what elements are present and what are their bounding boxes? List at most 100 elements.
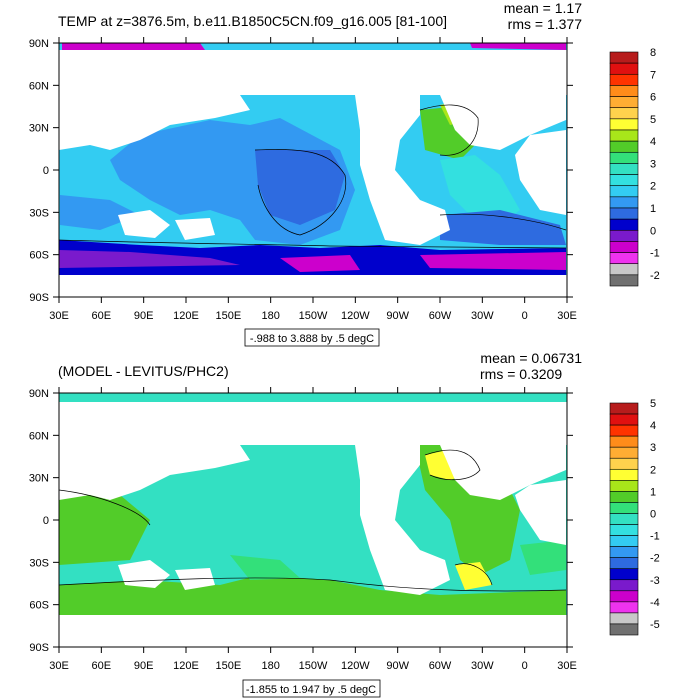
bottom-lon-label: 90W xyxy=(386,660,409,672)
top-rms-label: rms = 1.377 xyxy=(508,16,583,32)
top-colorbar-swatch xyxy=(609,51,639,64)
top-contour-southern xyxy=(59,239,567,249)
top-land-australia-west xyxy=(118,210,170,238)
bottom-colorbar-label: -3 xyxy=(650,575,660,587)
top-lon-label: 150W xyxy=(299,310,328,322)
bottom-lat-label: 90N xyxy=(29,388,49,400)
top-lon-label: 120E xyxy=(173,310,199,322)
top-colorbar-swatch xyxy=(609,274,639,287)
bottom-lon-label: 120W xyxy=(341,660,370,672)
top-arctic-east xyxy=(470,43,566,50)
bottom-colorbar-label: 3 xyxy=(650,442,656,454)
top-lon-label: 90E xyxy=(134,310,154,322)
top-colorbar-swatch xyxy=(609,174,639,187)
bottom-colorbar-swatch xyxy=(609,513,639,525)
top-lon-label: 30E xyxy=(49,310,69,322)
top-colorbar-swatch xyxy=(609,163,639,175)
bottom-south-pacific-warm xyxy=(230,555,300,580)
bottom-colorbar-label: -2 xyxy=(650,553,660,565)
bottom-lon-label: 90E xyxy=(134,660,154,672)
top-colorbar-swatch xyxy=(609,118,639,131)
bottom-colorbar-swatch xyxy=(609,480,639,492)
bottom-land-north-mask xyxy=(59,402,567,445)
top-lon-label: 30E xyxy=(557,310,577,322)
bottom-colorbar-swatch xyxy=(609,546,639,558)
top-panel-title: TEMP at z=3876.5m, b.e11.B1850C5CN.f09_g… xyxy=(58,13,447,29)
bottom-rms-label: rms = 0.3209 xyxy=(480,366,562,382)
top-lon-label: 180 xyxy=(261,310,279,322)
top-contour-atlantic-north xyxy=(419,104,479,156)
top-panel: TEMP at z=3876.5m, b.e11.B1850C5CN.f09_g… xyxy=(29,0,660,347)
bottom-colorbar-swatch xyxy=(609,557,639,570)
bottom-lon-label: 30W xyxy=(471,660,494,672)
top-land-eurasia xyxy=(59,95,250,150)
top-colorbar-swatch xyxy=(609,196,639,209)
top-colorbar-swatch xyxy=(609,85,639,97)
top-colorbar-swatch xyxy=(609,241,639,253)
top-pacific-deep-region xyxy=(255,150,345,225)
top-colorbar-swatch xyxy=(609,218,639,231)
bottom-colorbar-swatch xyxy=(609,568,639,581)
top-ocean-field xyxy=(59,43,567,297)
top-lat-label: 60N xyxy=(29,80,49,92)
top-lat-label: 30S xyxy=(29,207,49,219)
top-colorbar-label: 6 xyxy=(650,92,656,104)
bottom-lon-label: 30E xyxy=(49,660,69,672)
bottom-colorbar-swatch xyxy=(609,524,639,536)
bottom-colorbar-label: 5 xyxy=(650,398,656,410)
top-land-americas-west xyxy=(355,95,450,245)
top-south-atlantic-cool xyxy=(440,210,566,245)
top-lon-label: 90W xyxy=(386,310,409,322)
top-colorbar-swatch xyxy=(609,151,639,164)
top-lat-label: 90N xyxy=(29,38,49,50)
bottom-colorbar: 5 4 3 2 1 0 -1 -2 -3 -4 -5 xyxy=(609,398,660,636)
bottom-lat-label: 30N xyxy=(29,473,49,485)
bottom-land-africa xyxy=(515,480,566,545)
bottom-arctic-west xyxy=(62,393,205,402)
top-colorbar-label: 8 xyxy=(650,47,656,59)
top-contour-pacific xyxy=(254,149,347,236)
top-colorbar-swatch xyxy=(609,263,639,276)
bottom-colorbar-swatch xyxy=(609,435,639,448)
top-lon-label: 60E xyxy=(92,310,112,322)
bottom-colorbar-label: 4 xyxy=(650,420,656,432)
bottom-contour-south-atlantic xyxy=(454,563,493,586)
top-colorbar-label: -2 xyxy=(650,270,660,282)
bottom-colorbar-swatch xyxy=(609,590,639,603)
top-colorbar-label: 2 xyxy=(650,181,656,193)
bottom-lon-label: 150E xyxy=(215,660,241,672)
bottom-colorbar-label: -1 xyxy=(650,531,660,543)
bottom-lat-label: 0 xyxy=(43,515,49,527)
bottom-panel: (MODEL - LEVITUS/PHC2) mean = 0.06731 rm… xyxy=(29,350,660,698)
top-land-antarctica xyxy=(59,275,567,297)
bottom-colorbar-swatch xyxy=(609,446,639,459)
bottom-range-box xyxy=(242,679,381,698)
top-land-africa xyxy=(515,130,566,215)
bottom-colorbar-swatch xyxy=(609,457,639,470)
bottom-colorbar-swatch xyxy=(609,491,639,503)
top-colorbar-swatch xyxy=(609,62,639,75)
bottom-colorbar-swatch xyxy=(609,579,639,592)
bottom-lat-label: 90S xyxy=(29,642,49,654)
top-colorbar-swatch xyxy=(609,229,639,242)
bottom-colorbar-swatch xyxy=(609,623,639,636)
bottom-south-atlantic-hot xyxy=(455,562,492,590)
bottom-lat-label: 60N xyxy=(29,430,49,442)
top-colorbar-swatch xyxy=(609,107,639,120)
top-colorbar-label: 0 xyxy=(650,225,656,237)
top-southern-ocean-magenta-east xyxy=(420,252,566,270)
top-lon-label: 120W xyxy=(341,310,370,322)
top-colorbar-label: 4 xyxy=(650,136,656,148)
bottom-lon-label: 60E xyxy=(92,660,112,672)
bottom-land-eurasia xyxy=(59,445,250,500)
bottom-lon-label: 180 xyxy=(261,660,279,672)
top-lat-label: 60S xyxy=(29,250,49,262)
top-colorbar-swatch xyxy=(609,252,639,265)
top-lat-label: 30N xyxy=(29,123,49,135)
top-atlantic-mid-region xyxy=(440,155,520,225)
bottom-contour-southern xyxy=(59,577,567,592)
bottom-lon-label: 120E xyxy=(173,660,199,672)
bottom-colorbar-label: 1 xyxy=(650,486,656,498)
top-colorbar-label: 1 xyxy=(650,203,656,215)
